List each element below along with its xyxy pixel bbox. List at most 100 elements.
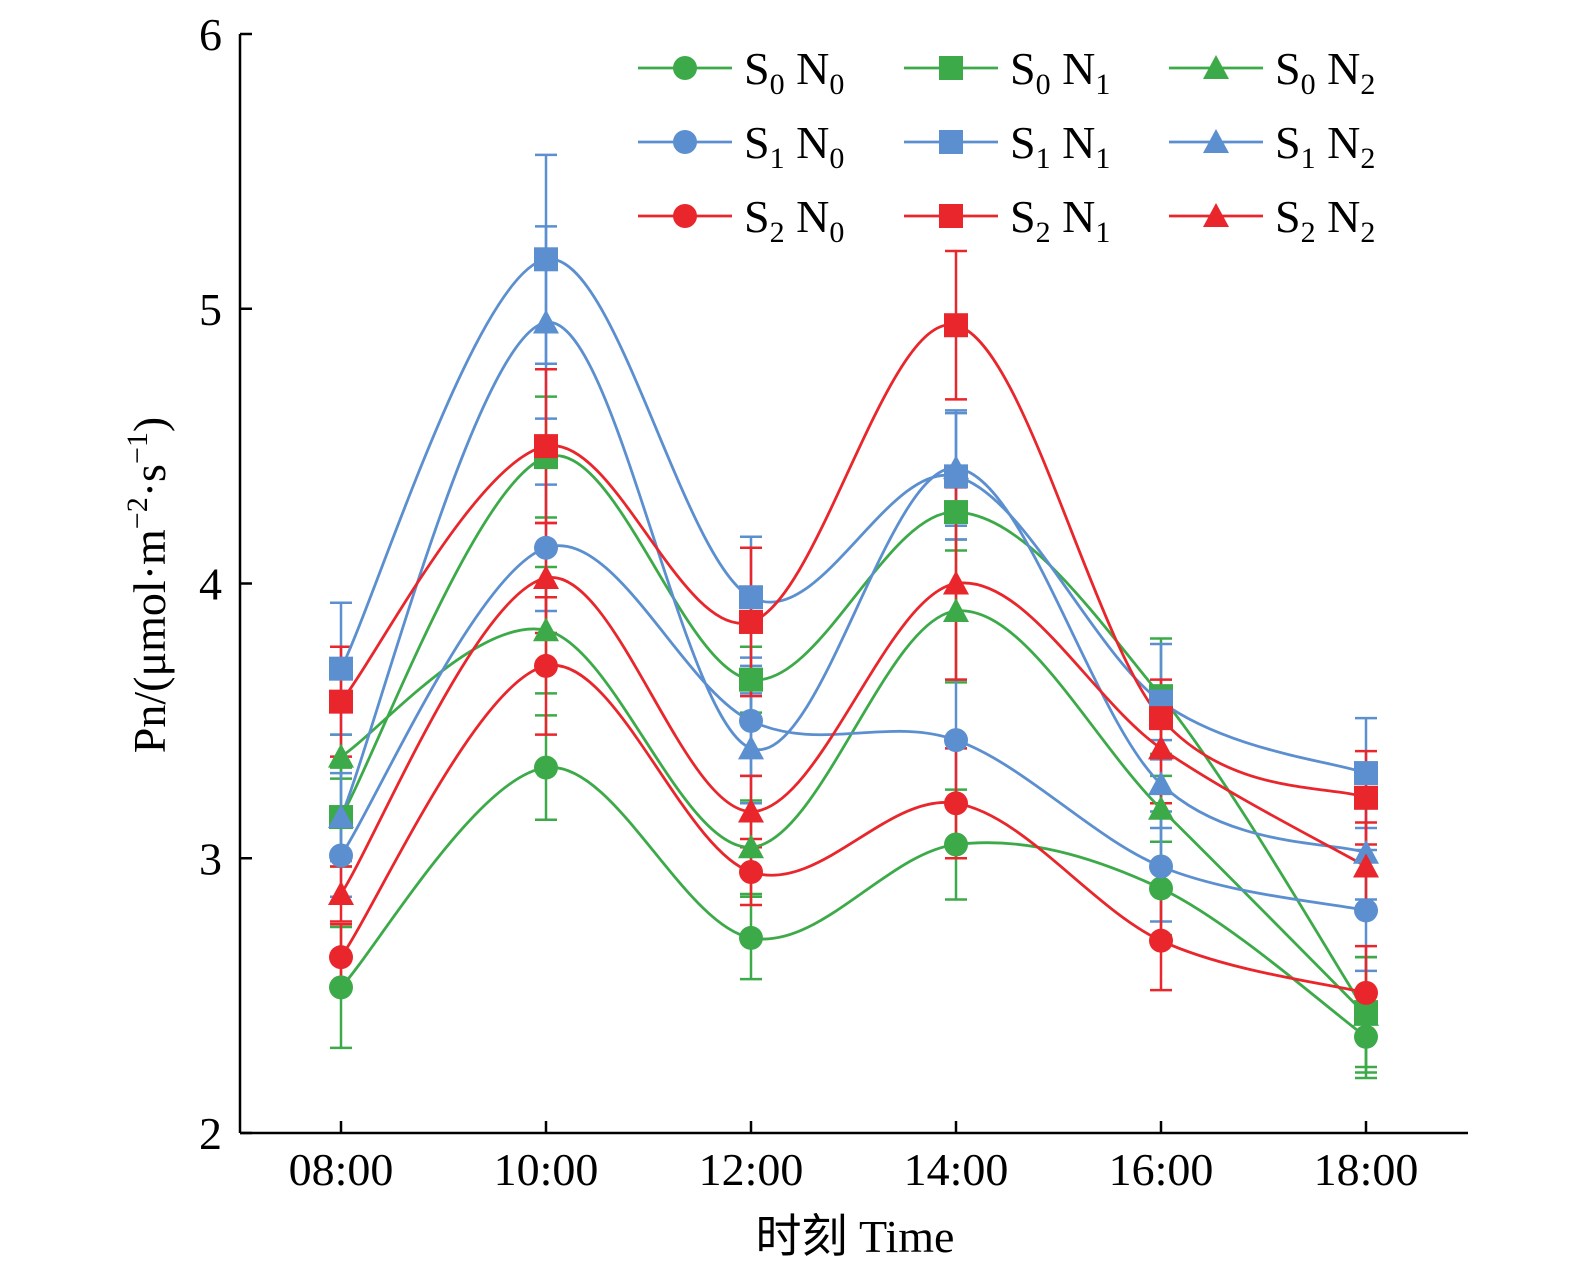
data-point [1354,1024,1378,1049]
y-tick-label: 6 [199,9,222,60]
data-point [534,434,558,459]
x-tick-label: 12:00 [699,1144,804,1195]
legend: S0 N0 S0 N1 S0 N2 S1 N0 S1 N1 S1 N2 S2 N0 S2 N1… [638,43,1375,249]
data-point [534,535,558,560]
series-line-s0-n2 [340,609,1367,1016]
legend-marker [673,130,697,154]
data-point [329,975,353,1000]
data-point [739,667,763,692]
data-point [534,247,558,272]
data-point [738,735,764,760]
error-bars-s0-n2 [330,538,1377,1074]
data-point [533,617,559,642]
error-bars-s0-n0 [330,714,1377,1080]
data-point [943,597,969,622]
markers-s1-n0 [329,535,1378,923]
error-bars-s1-n2 [330,225,1377,901]
legend-label: S1 N2 [1275,117,1375,175]
markers-s0-n0 [329,755,1378,1049]
markers-s2-n1 [329,313,1378,810]
data-point [1353,839,1379,864]
data-point [533,565,559,590]
legend-label: S1 N0 [744,117,844,175]
legend-marker [1203,55,1229,79]
series-line-s2-n1 [339,323,1367,800]
data-point [329,656,353,681]
series-line-s0-n0 [339,766,1367,1038]
legend-entry-s0-n1: S0 N1 [904,43,1110,101]
data-point [1354,761,1378,786]
y-axis-label-exponent-2: −1 [121,432,154,464]
y-tick-label: 3 [199,833,222,884]
y-axis-label-mid: ·s [124,464,175,497]
legend-entry-s0-n2: S0 N2 [1169,43,1375,101]
axes: 2 3 4 5 6 08:00 10:00 12:00 14:00 16:00 18:00 [199,9,1468,1195]
data-point [943,455,969,480]
data-point [944,728,968,753]
x-tick-label: 10:00 [494,1144,599,1195]
legend-label: S2 N0 [744,191,844,249]
legend-label: S0 N0 [744,43,844,101]
data-point [1149,876,1173,901]
series-line-s2-n0 [339,663,1367,995]
legend-label: S2 N2 [1275,191,1375,249]
data-point [1149,928,1173,953]
data-point [739,609,763,634]
legend-label: S0 N2 [1275,43,1375,101]
data-point [943,570,969,595]
data-point [738,834,764,859]
data-point [329,843,353,868]
data-point [1148,795,1174,820]
data-point [1354,980,1378,1005]
data-point [739,708,763,733]
data-point [739,585,763,610]
legend-label: S0 N1 [1010,43,1110,101]
data-point [1148,735,1174,760]
legend-entry-s2-n0: S2 N0 [638,191,844,249]
markers-s2-n2 [328,565,1379,905]
error-bars-s2-n1 [330,249,1377,846]
data-point [1353,853,1379,878]
x-tick-label: 16:00 [1109,1144,1214,1195]
legend-marker [1203,203,1229,227]
series-layer [328,153,1379,1080]
x-tick-label: 08:00 [289,1144,394,1195]
legend-entry-s1-n2: S1 N2 [1169,117,1375,175]
y-axis-label-end: ) [124,417,175,432]
y-axis-label: Pn/(μmol·m−2·s−1) [121,417,175,753]
markers-s0-n2 [328,597,1379,1026]
legend-marker [939,204,963,228]
data-point [328,880,354,905]
data-point [1354,898,1378,923]
data-point [328,804,354,829]
data-point [1148,771,1174,796]
legend-marker [673,204,697,228]
data-point [739,925,763,950]
data-point [944,791,968,816]
markers-s1-n2 [328,309,1379,864]
data-point [739,859,763,884]
data-point [1149,706,1173,731]
x-tick-label: 14:00 [904,1144,1009,1195]
legend-marker [939,130,963,154]
data-point [534,755,558,780]
data-point [328,743,354,768]
legend-entry-s1-n0: S1 N0 [638,117,844,175]
x-axis-label: 时刻 Time [756,1211,955,1262]
data-point [944,313,968,338]
legend-marker [939,56,963,80]
data-point [329,945,353,970]
data-point [1353,1001,1379,1026]
y-tick-label: 4 [199,559,222,610]
legend-label: S1 N1 [1010,117,1110,175]
legend-marker [1203,129,1229,153]
series-line-s1-n1 [339,257,1367,775]
data-point [1354,785,1378,810]
data-point [329,689,353,714]
series-line-s2-n2 [339,576,1367,895]
data-point [533,309,559,334]
legend-label: S2 N1 [1010,191,1110,249]
data-point [944,832,968,857]
y-axis-label-main: Pn/(μmol·m [124,529,175,753]
series-line-s1-n2 [339,321,1367,855]
